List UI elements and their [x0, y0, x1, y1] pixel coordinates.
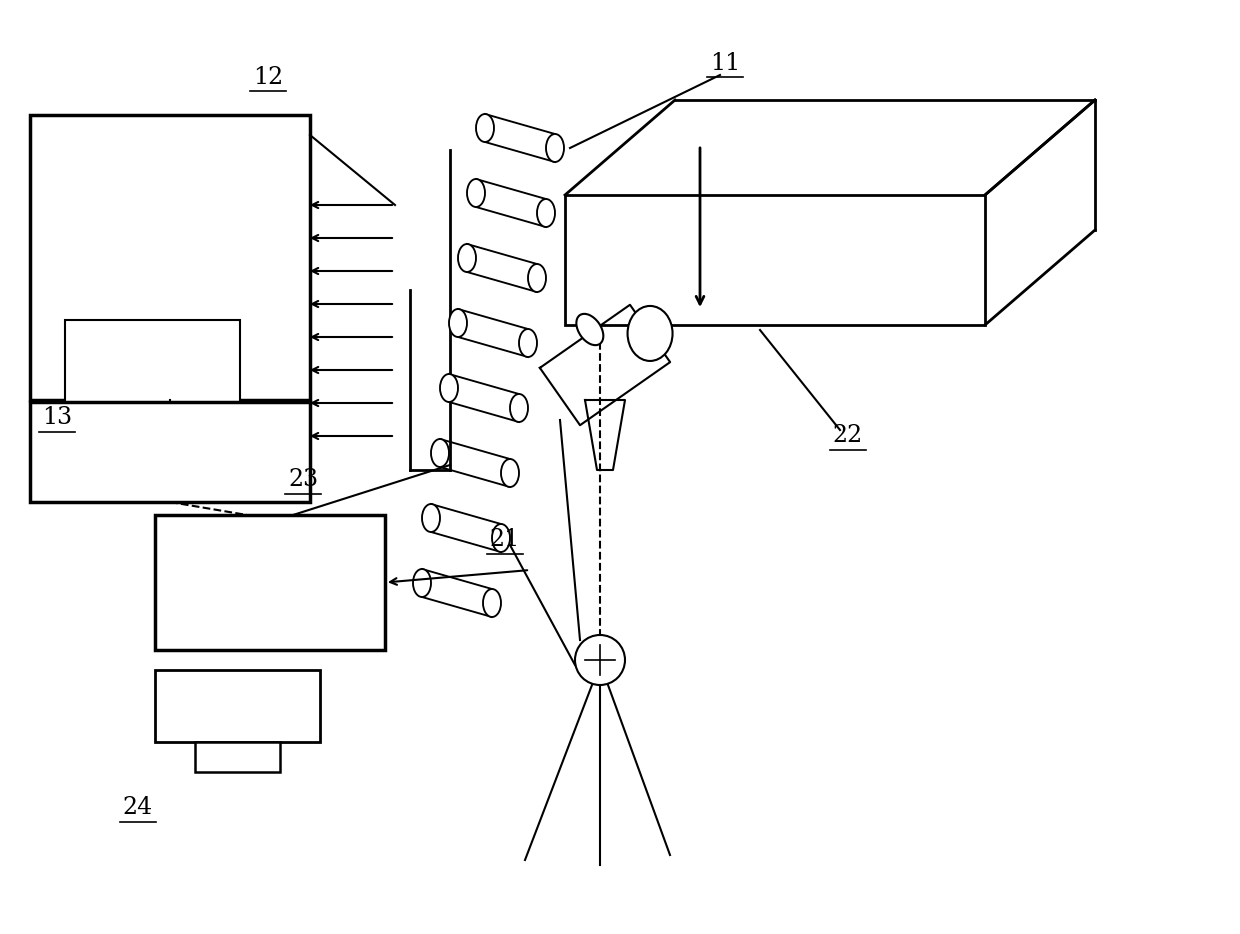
Bar: [155, 670, 320, 742]
Ellipse shape: [413, 569, 432, 597]
Text: 21: 21: [490, 529, 520, 551]
Text: 12: 12: [253, 65, 283, 89]
Ellipse shape: [501, 459, 520, 487]
Ellipse shape: [484, 589, 501, 617]
Ellipse shape: [458, 244, 476, 272]
Ellipse shape: [432, 439, 449, 467]
Ellipse shape: [577, 314, 604, 346]
Ellipse shape: [520, 329, 537, 357]
Text: 11: 11: [709, 51, 740, 75]
Ellipse shape: [537, 199, 556, 227]
Ellipse shape: [546, 134, 564, 162]
Ellipse shape: [510, 394, 528, 422]
Ellipse shape: [627, 306, 672, 361]
Circle shape: [575, 635, 625, 685]
Ellipse shape: [476, 114, 494, 142]
Text: 23: 23: [288, 469, 319, 491]
Text: 22: 22: [833, 424, 863, 447]
Bar: [155, 515, 384, 650]
Text: 13: 13: [42, 406, 72, 430]
Ellipse shape: [492, 524, 510, 552]
Bar: [565, 195, 985, 325]
Bar: [30, 115, 310, 400]
Ellipse shape: [449, 309, 467, 337]
Ellipse shape: [422, 504, 440, 532]
Text: 24: 24: [123, 797, 153, 819]
Bar: [30, 402, 310, 502]
Ellipse shape: [440, 374, 458, 402]
Bar: [64, 320, 241, 435]
Bar: [195, 742, 280, 772]
Ellipse shape: [528, 264, 546, 292]
Ellipse shape: [467, 179, 485, 207]
